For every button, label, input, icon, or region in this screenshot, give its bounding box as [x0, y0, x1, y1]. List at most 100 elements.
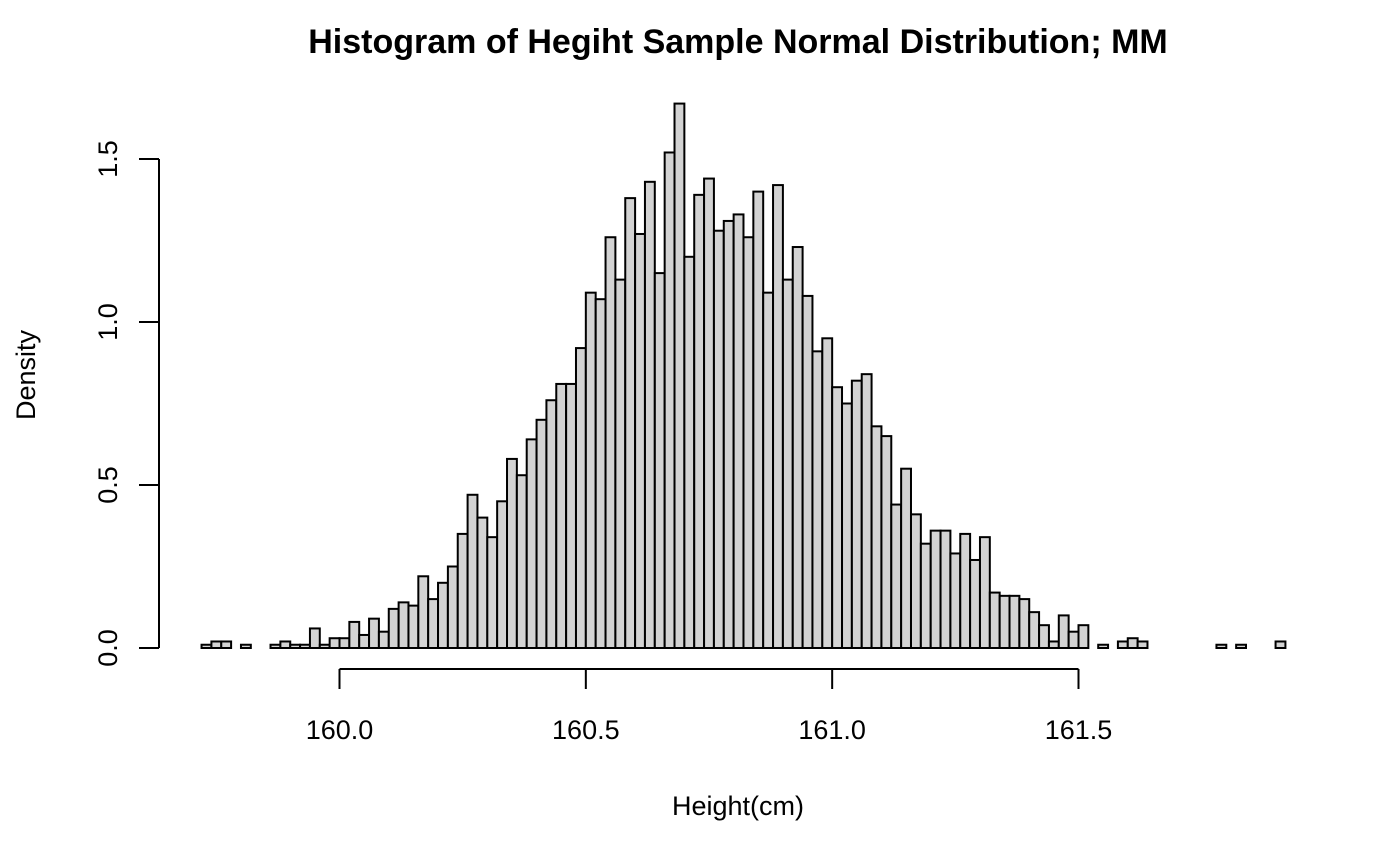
histogram-bar	[486, 536, 499, 649]
histogram-bar	[308, 627, 321, 650]
x-tick-label: 160.0	[306, 715, 374, 745]
histogram-bar	[328, 637, 341, 649]
histogram-bar	[742, 236, 755, 650]
histogram-bar	[821, 337, 834, 649]
histogram-bar	[978, 536, 991, 649]
histogram-bar	[289, 643, 302, 649]
histogram-bar	[850, 379, 863, 649]
histogram-bar	[279, 640, 292, 649]
histogram-bar	[377, 630, 390, 650]
histogram-bar	[456, 532, 469, 650]
histogram-bar	[811, 350, 824, 649]
histogram-bar	[476, 516, 489, 649]
histogram-bar	[703, 177, 715, 649]
histogram-bar	[269, 643, 282, 649]
histogram-bar	[732, 213, 745, 649]
histogram-bar	[555, 382, 568, 649]
x-tick-label: 160.5	[552, 715, 620, 745]
histogram-bar	[545, 399, 558, 649]
histogram-bar	[318, 643, 331, 649]
histogram-bar	[998, 594, 1011, 650]
histogram-bar	[348, 620, 361, 649]
histogram-bar	[752, 190, 765, 649]
histogram-bar	[239, 643, 252, 649]
histogram-bar	[653, 272, 666, 649]
y-axis: 0.0 0.5 1.0 1.5	[93, 140, 160, 667]
histogram-bar	[1038, 624, 1050, 649]
histogram-bar	[1018, 598, 1031, 649]
histogram-bar	[841, 402, 853, 649]
histogram-bar	[900, 467, 912, 650]
histogram-bar	[358, 633, 371, 650]
histogram-bar	[200, 643, 213, 649]
y-tick-label: 0.0	[93, 629, 123, 667]
histogram-bar	[1116, 640, 1129, 649]
histogram-bar	[584, 291, 597, 649]
histogram-bar	[880, 435, 893, 649]
histogram-bar	[959, 532, 972, 650]
histogram-bar	[890, 503, 903, 649]
histogram-bar	[446, 565, 459, 649]
histogram-bar	[929, 529, 942, 650]
histogram-bar	[604, 236, 617, 650]
histogram-bar	[939, 529, 952, 650]
histogram-bar	[338, 637, 351, 649]
histogram-bar	[299, 643, 311, 649]
histogram-bar	[1008, 594, 1021, 650]
histogram-bar	[663, 151, 676, 649]
y-tick-label: 0.5	[93, 466, 123, 504]
histogram-bar	[643, 180, 656, 649]
histogram-bar	[1274, 640, 1287, 649]
histogram-bar	[387, 607, 400, 650]
histogram-bar	[506, 457, 518, 650]
histogram-bar	[466, 493, 479, 649]
histogram-bar	[1097, 643, 1110, 649]
histogram-bar	[525, 438, 538, 649]
bars-group	[200, 102, 1287, 650]
histogram-bar	[1126, 637, 1139, 649]
histogram-bar	[397, 601, 410, 649]
histogram-bar	[988, 591, 1001, 650]
histogram-bar	[368, 617, 380, 649]
histogram-bar	[781, 278, 794, 649]
chart-title: Histogram of Hegiht Sample Normal Distri…	[308, 23, 1167, 61]
histogram-bar	[1047, 640, 1060, 649]
histogram-bar	[515, 474, 528, 649]
histogram-bar	[909, 513, 922, 650]
histogram-bar	[969, 558, 981, 649]
histogram-bar	[1235, 643, 1248, 649]
histogram-bar	[712, 229, 725, 649]
histogram-bar	[496, 500, 508, 649]
histogram-bar	[407, 604, 420, 649]
histogram-bar	[722, 219, 735, 649]
histogram-bar	[791, 246, 804, 650]
histogram-bar	[1057, 614, 1070, 650]
y-tick-label: 1.5	[93, 140, 123, 178]
histogram-bar	[565, 382, 577, 649]
histogram-bar	[673, 102, 686, 649]
histogram-bar	[1067, 630, 1080, 650]
histogram-bar	[437, 581, 449, 649]
x-tick-label: 161.5	[1045, 715, 1113, 745]
y-axis-label: Density	[11, 329, 41, 420]
histogram-bar	[762, 291, 775, 649]
histogram-bar	[210, 640, 223, 649]
histogram-bar	[870, 425, 883, 649]
histogram-bar	[594, 298, 607, 649]
histogram-bar	[624, 197, 637, 649]
histogram-bar	[949, 552, 962, 650]
histogram-bar	[574, 347, 587, 649]
histogram-bar	[634, 232, 646, 649]
histogram-bar	[1215, 643, 1228, 649]
histogram-bar	[801, 294, 814, 649]
histogram-bar	[772, 184, 784, 650]
y-tick-label: 1.0	[93, 303, 123, 341]
histogram-bar	[220, 640, 233, 649]
histogram-bar	[693, 193, 706, 650]
histogram-bar	[919, 542, 932, 649]
histogram-bar	[535, 418, 548, 649]
histogram-bar	[427, 598, 440, 649]
histogram-bar	[614, 278, 627, 649]
histogram-bar	[860, 373, 873, 649]
